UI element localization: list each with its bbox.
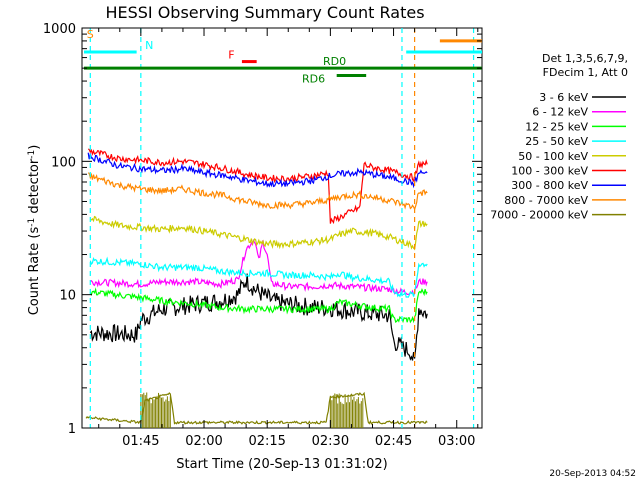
flag-label-1: N [145, 39, 153, 52]
series-line-7 [87, 172, 428, 211]
y-tick-label: 100 [51, 155, 76, 170]
legend-label-6: 300 - 800 keV [511, 179, 588, 192]
x-axis-label: Start Time (20-Sep-13 01:31:02) [176, 457, 387, 472]
chart-title: HESSI Observing Summary Count Rates [105, 3, 424, 22]
legend-label-2: 12 - 25 keV [525, 120, 588, 133]
x-axis-ticks: 01:45 02:00 02:15 02:30 02:45 03:00 [98, 28, 479, 449]
x-tick-label: 02:45 [375, 434, 412, 449]
series-line-2 [89, 287, 428, 324]
plot-frame [81, 27, 483, 429]
y-tick-label: 1000 [43, 22, 76, 37]
x-tick-label: 02:30 [312, 434, 349, 449]
flag-label-4: RD6 [302, 73, 325, 86]
legend-header-2: FDecim 1, Att 0 [543, 66, 628, 79]
plot-axes [81, 27, 483, 429]
legend-label-1: 6 - 12 keV [532, 106, 588, 119]
series-line-4 [90, 215, 428, 251]
y-tick-label: 1 [68, 422, 76, 437]
series-line-1 [90, 239, 428, 297]
y-axis-label: Count Rate (s-1 detector-1) [27, 145, 42, 316]
flag-label-0: S [87, 28, 94, 41]
data-lines [85, 148, 428, 428]
legend-label-4: 50 - 100 keV [518, 150, 588, 163]
flag-label-3: RD0 [323, 55, 346, 68]
x-tick-label: 02:15 [248, 434, 285, 449]
legend-label-7: 800 - 7000 keV [504, 194, 588, 207]
legend-header-1: Det 1,3,5,6,7,9, [542, 52, 628, 65]
series-line-3 [89, 256, 428, 298]
observing-flags: S N F RD0 RD6 [83, 28, 482, 428]
x-tick-label: 03:00 [438, 434, 475, 449]
legend: Det 1,3,5,6,7,9, FDecim 1, Att 0 3 - 6 k… [490, 52, 628, 222]
legend-label-8: 7000 - 20000 keV [490, 209, 588, 222]
series-line-0 [89, 273, 428, 361]
flag-label-2: F [228, 49, 234, 62]
legend-label-3: 25 - 50 keV [525, 135, 588, 148]
x-tick-label: 01:45 [122, 434, 159, 449]
x-tick-label: 02:00 [185, 434, 222, 449]
y-tick-label: 10 [59, 289, 76, 304]
generated-timestamp: 20-Sep-2013 04:52 [549, 469, 636, 479]
y-axis-ticks: 1 10 100 1000 [43, 22, 482, 437]
series-line-6 [87, 152, 428, 189]
legend-label-5: 100 - 300 keV [511, 165, 588, 178]
legend-label-0: 3 - 6 keV [539, 91, 588, 104]
series-line-8 [85, 391, 428, 425]
series-line-5 [87, 148, 428, 225]
